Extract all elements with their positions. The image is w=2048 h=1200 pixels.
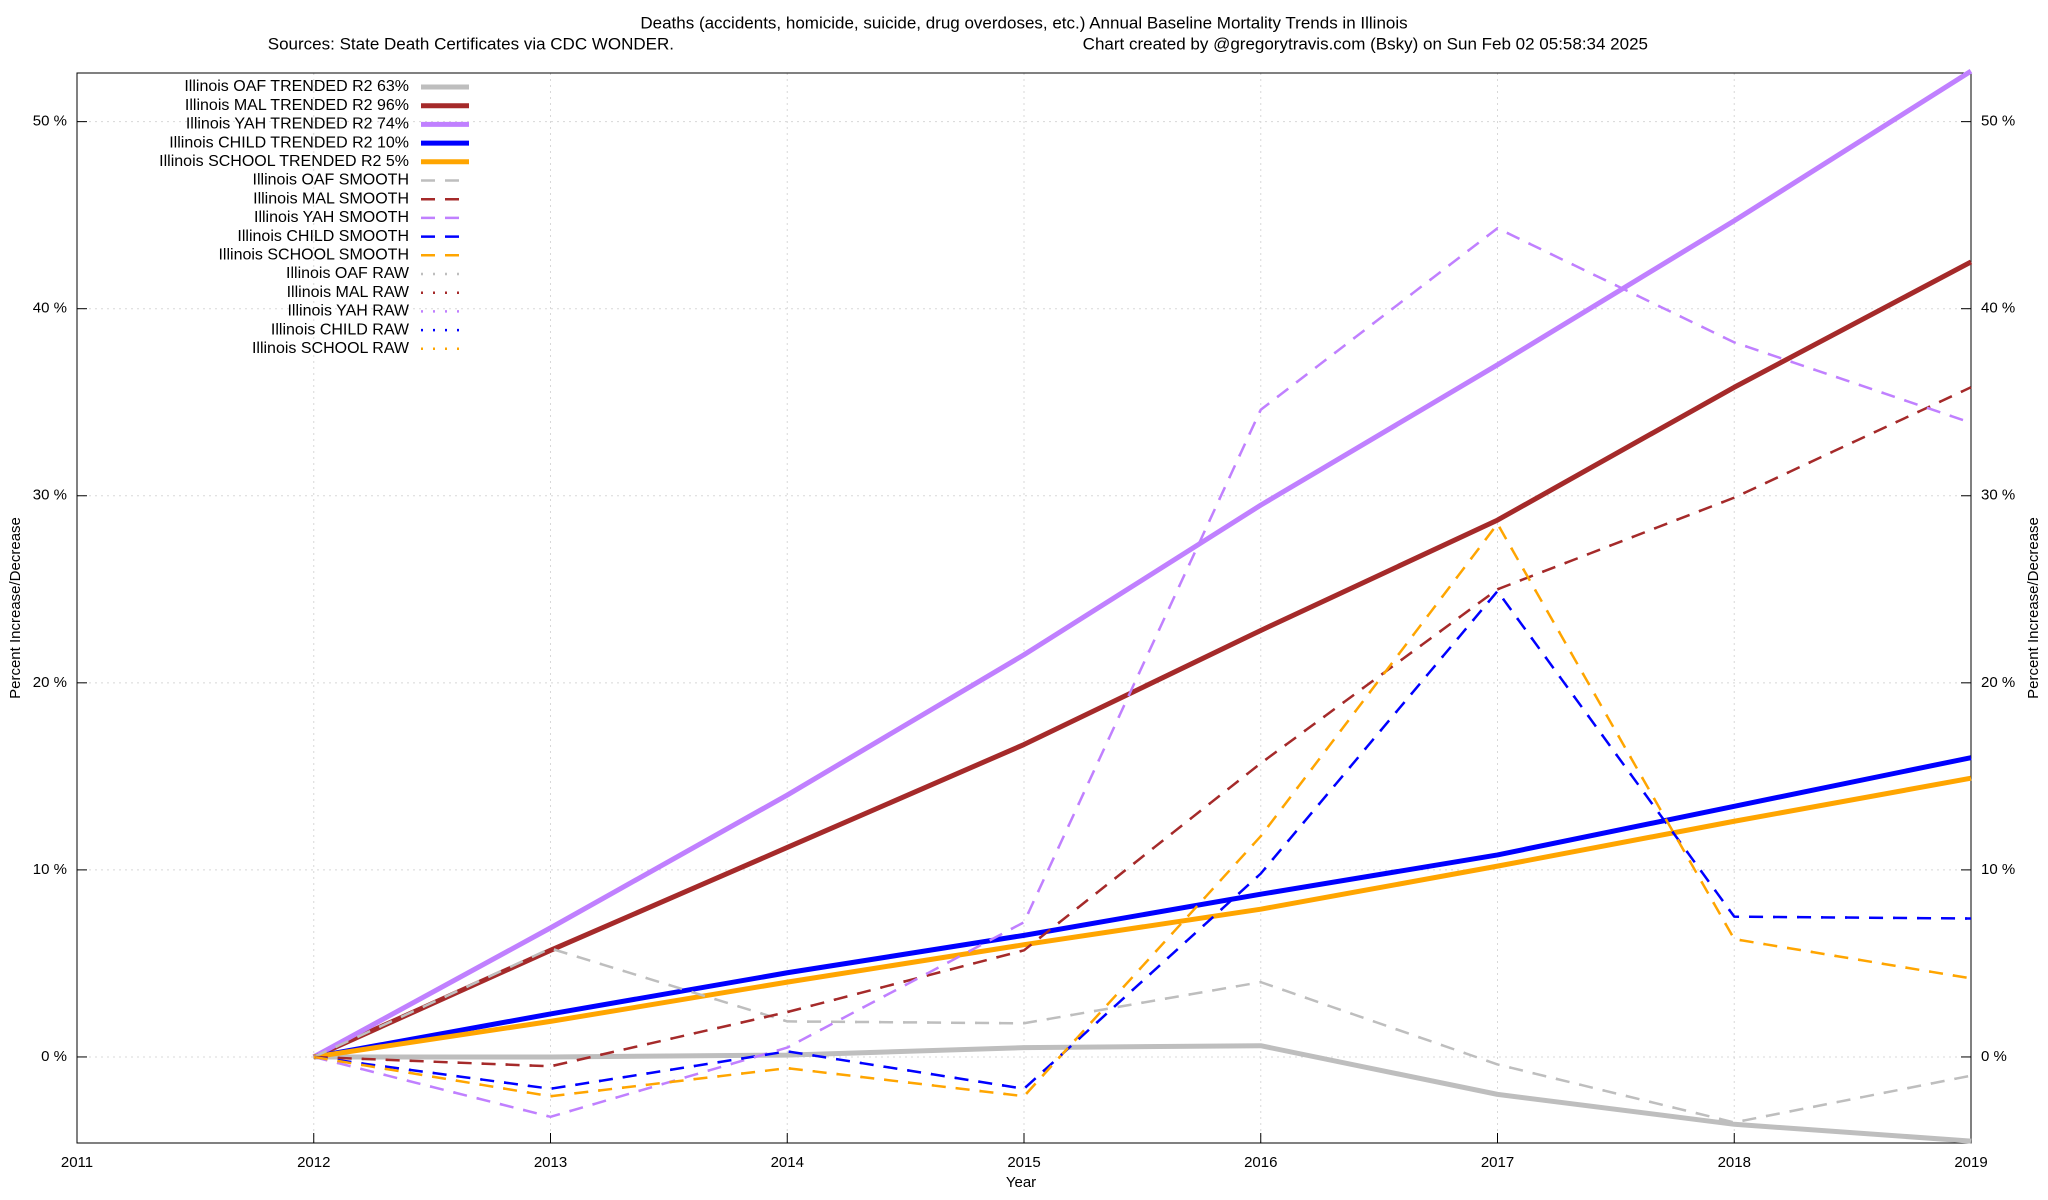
series-line <box>313 947 1972 1124</box>
y2-axis-label: Percent Increase/Decrease <box>2025 517 2042 699</box>
x-tick-label: 2018 <box>1718 1154 1751 1171</box>
legend-label: Illinois SCHOOL SMOOTH <box>218 247 409 264</box>
legend-label: Illinois YAH RAW <box>287 303 409 320</box>
x-axis-label: Year <box>1006 1174 1036 1191</box>
series-line <box>313 947 1972 1124</box>
x-tick-label: 2016 <box>1244 1154 1277 1171</box>
series-line <box>313 522 1972 1098</box>
legend-label: Illinois YAH TRENDED R2 74% <box>186 116 409 133</box>
y-tick-label: 10 % <box>33 861 67 878</box>
legend-label: Illinois SCHOOL RAW <box>252 340 410 357</box>
legend-label: Illinois CHILD TRENDED R2 10% <box>169 134 409 151</box>
y-tick-label: 30 % <box>33 487 67 504</box>
y-tick-label: 50 % <box>33 113 67 130</box>
series-line <box>313 386 1972 1068</box>
y2-tick-label: 50 % <box>1981 113 2015 130</box>
chart-credit: Chart created by @gregorytravis.com (Bsk… <box>1083 34 1648 53</box>
legend-label: Illinois MAL SMOOTH <box>253 190 409 207</box>
series-line <box>313 755 1972 1060</box>
series-line <box>313 775 1972 1060</box>
y-axis-label: Percent Increase/Decrease <box>7 517 24 699</box>
series-line <box>313 1043 1972 1144</box>
y-tick-label: 0 % <box>41 1048 67 1065</box>
y2-tick-label: 20 % <box>1981 674 2015 691</box>
x-tick-label: 2015 <box>1007 1154 1040 1171</box>
x-tick-label: 2013 <box>534 1154 567 1171</box>
legend-label: Illinois CHILD RAW <box>271 321 410 338</box>
chart-title: Deaths (accidents, homicide, suicide, dr… <box>640 13 1407 32</box>
x-tick-label: 2012 <box>297 1154 330 1171</box>
legend-label: Illinois YAH SMOOTH <box>254 209 409 226</box>
series-line <box>312 69 1973 1060</box>
x-tick-label: 2017 <box>1481 1154 1514 1171</box>
legend-label: Illinois OAF SMOOTH <box>253 172 409 189</box>
legend-label: Illinois MAL RAW <box>287 284 410 301</box>
series-line <box>312 259 1973 1060</box>
series-line <box>313 227 1972 1119</box>
y2-tick-label: 10 % <box>1981 861 2015 878</box>
legend-label: Illinois MAL TRENDED R2 96% <box>185 97 409 114</box>
y2-tick-label: 30 % <box>1981 487 2015 504</box>
legend-label: Illinois CHILD SMOOTH <box>237 228 409 245</box>
y-tick-label: 20 % <box>33 674 67 691</box>
chart-subtitle: Sources: State Death Certificates via CD… <box>268 34 674 53</box>
legend-label: Illinois SCHOOL TRENDED R2 5% <box>159 153 409 170</box>
series-line <box>313 227 1972 1119</box>
legend-label: Illinois OAF TRENDED R2 63% <box>184 78 409 95</box>
y2-tick-label: 40 % <box>1981 300 2015 317</box>
plot-frame <box>76 72 1972 1144</box>
x-tick-label: 2019 <box>1954 1154 1987 1171</box>
y-tick-label: 40 % <box>33 300 67 317</box>
x-tick-label: 2014 <box>771 1154 804 1171</box>
x-tick-label: 2011 <box>61 1154 93 1171</box>
legend-label: Illinois OAF RAW <box>286 265 410 282</box>
y2-tick-label: 0 % <box>1981 1048 2007 1065</box>
